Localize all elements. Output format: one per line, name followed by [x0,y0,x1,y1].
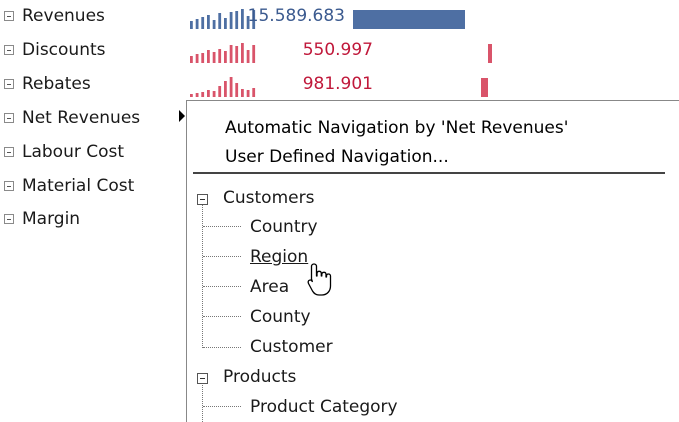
row-labour-cost[interactable]: Labour Cost [0,139,679,169]
row-label: Discounts [22,40,106,60]
value-bar [353,10,465,29]
spark-bar [195,54,199,63]
spark-bar [235,11,239,29]
tree-item-product-category[interactable]: Product Category [250,397,398,417]
tree-connector [202,205,203,348]
spark-bar [201,53,205,63]
tree-connector [203,226,241,227]
tree-connector [203,347,241,348]
spark-bar [235,46,239,63]
spark-bar [224,51,227,63]
spark-bar [218,13,222,29]
collapse-icon[interactable] [197,194,208,205]
spark-bar [246,50,250,63]
submenu-arrow-icon [179,110,185,122]
expand-icon[interactable] [4,79,14,89]
row-value: 550.997 [302,40,373,60]
spark-bar [212,20,216,29]
tree-connector [203,406,241,407]
sparkline-revenues [190,9,256,29]
menu-item-user-defined-navigation[interactable]: User Defined Navigation... [225,147,449,167]
expand-icon[interactable] [4,45,14,55]
tree-item-area[interactable]: Area [250,277,290,297]
value-bar [488,44,492,63]
expand-icon[interactable] [4,113,14,123]
spark-bar [207,15,210,29]
tree-item-county[interactable]: County [250,307,311,327]
spark-bar [252,88,256,97]
row-net-revenues[interactable]: Net Revenues [0,105,679,135]
spark-bar [195,93,199,97]
spark-bar [241,89,244,97]
spark-bar [252,45,256,63]
spark-bar [229,77,233,97]
context-menu: Automatic Navigation by 'Net Revenues' U… [186,100,679,422]
row-revenues[interactable]: Revenues 15.589.683 [0,3,679,33]
row-label: Margin [22,209,81,229]
row-rebates[interactable]: Rebates 981.901 [0,71,679,101]
tree-item-country[interactable]: Country [250,217,318,237]
tree-group-products[interactable]: Products [223,367,297,387]
hand-cursor-icon [307,263,332,296]
row-value: 981.901 [302,74,373,94]
spark-bar [207,50,210,63]
value-bar [481,78,488,97]
expand-icon[interactable] [4,214,14,224]
row-label: Net Revenues [22,108,141,128]
sparkline-rebates [190,77,256,97]
spark-bar [224,81,227,97]
tree-item-customer[interactable]: Customer [250,337,333,357]
menu-separator [193,172,665,174]
spark-bar [241,9,244,29]
spark-bar [224,18,227,29]
row-label: Rebates [22,74,91,94]
row-material-cost[interactable]: Material Cost [0,173,679,203]
spark-bar [246,90,250,97]
row-label: Labour Cost [22,142,125,162]
row-margin[interactable]: Margin [0,206,679,236]
spark-bar [201,92,205,97]
tree-connector [203,316,241,317]
spark-bar [195,19,199,29]
spark-bar [190,21,193,29]
expand-icon[interactable] [4,181,14,191]
spark-bar [212,91,216,97]
spark-bar [190,56,193,63]
tree-connector [203,256,241,257]
tree-connector [203,286,241,287]
row-label: Revenues [22,6,105,26]
spark-bar [229,45,233,63]
spark-bar [218,49,222,63]
spark-bar [229,12,233,29]
tree-connector [202,385,203,422]
menu-item-automatic-navigation[interactable]: Automatic Navigation by 'Net Revenues' [225,118,569,138]
collapse-icon[interactable] [197,373,208,384]
expand-icon[interactable] [4,147,14,157]
sparkline-discounts [190,43,256,63]
spark-bar [207,90,210,97]
tree-item-region[interactable]: Region [250,247,309,267]
spark-bar [252,10,256,29]
row-discounts[interactable]: Discounts 550.997 [0,37,679,67]
spark-bar [241,43,244,63]
expand-icon[interactable] [4,11,14,21]
spark-bar [235,83,239,97]
spark-bar [190,94,193,97]
row-value: 15.589.683 [247,6,345,26]
tree-group-customers[interactable]: Customers [223,188,315,208]
spark-bar [218,86,222,97]
spark-bar [246,16,250,29]
row-label: Material Cost [22,176,135,196]
spark-bar [201,17,205,29]
spark-bar [212,52,216,63]
